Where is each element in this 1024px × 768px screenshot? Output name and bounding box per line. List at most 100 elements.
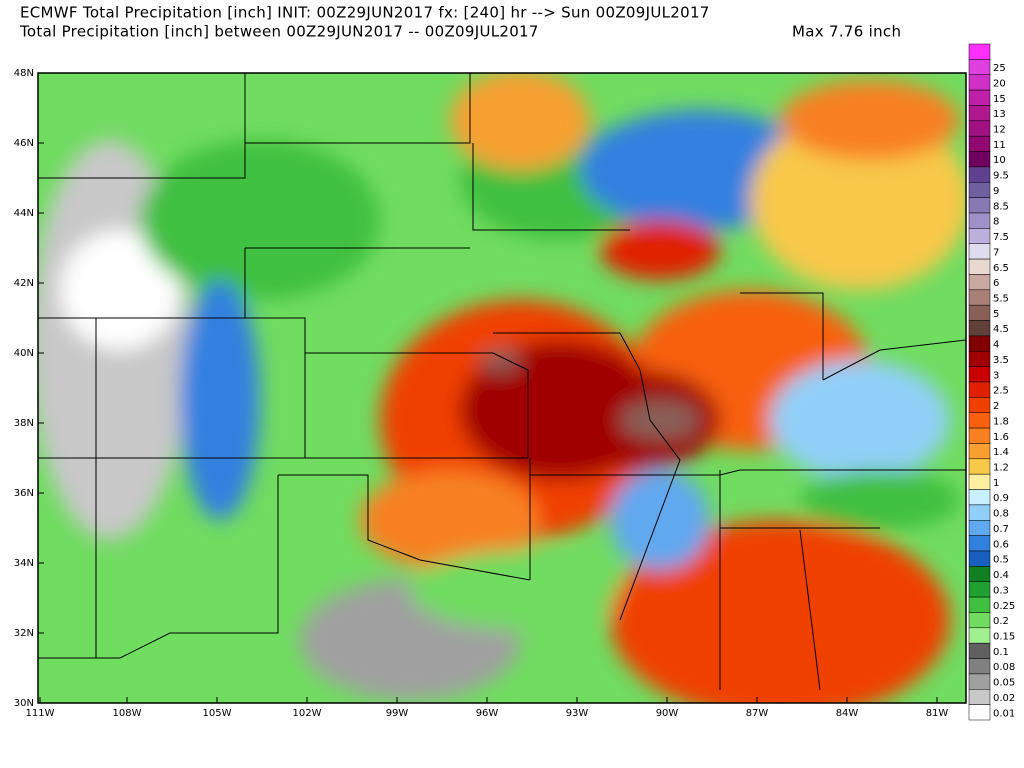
colorbar-swatch [968,212,991,229]
colorbar-swatch [968,489,991,506]
colorbar-label: 7 [993,247,999,258]
colorbar-label: 20 [993,78,1006,89]
colorbar-swatch [968,535,991,552]
lat-label: 42N [14,278,34,289]
colorbar-label: 0.1 [993,647,1009,658]
colorbar-swatch [968,228,991,244]
colorbar-label: 0.25 [993,601,1015,612]
colorbar-label: 0.6 [993,539,1009,550]
colorbar-label: 6.5 [993,263,1009,274]
lat-label: 34N [14,558,34,569]
state-borders [38,73,966,691]
colorbar-label: 5.5 [993,294,1009,305]
lon-label: 108W [113,708,142,719]
colorbar-swatch [968,105,991,122]
colorbar-swatch [968,135,991,152]
lon-label: 96W [476,708,499,719]
lat-label: 38N [14,418,34,429]
lon-label: 93W [566,708,589,719]
colorbar-swatch [968,658,991,675]
colorbar-label: 9 [993,186,999,197]
colorbar-swatch [968,473,991,490]
colorbar-label: 0.02 [993,693,1015,704]
colorbar-swatch [968,120,991,137]
colorbar-swatch [968,381,991,398]
lon-label: 111W [26,708,55,719]
colorbar-swatch [968,673,991,690]
colorbar-swatch [968,320,991,337]
lon-label: 105W [203,708,232,719]
colorbar-label: 25 [993,63,1006,74]
colorbar-swatch [968,258,991,275]
colorbar-label: 0.8 [993,509,1009,520]
colorbar-label: 3.5 [993,355,1009,366]
colorbar-swatch [968,397,991,413]
lon-label: 90W [656,708,679,719]
colorbar-label: 1.4 [993,447,1009,458]
lat-label: 40N [14,348,34,359]
colorbar-label: 5 [993,309,999,320]
colorbar-label: 2.5 [993,386,1009,397]
colorbar-label: 0.4 [993,570,1009,581]
colorbar-label: 0.3 [993,585,1009,596]
colorbar-label: 0.01 [993,708,1015,719]
colorbar-label: 15 [993,94,1006,105]
colorbar-swatch [968,642,991,659]
colorbar-swatch [968,151,991,168]
colorbar-swatch [968,458,991,475]
colorbar-label: 4 [993,340,999,351]
colorbar-swatch [968,74,991,91]
colorbar-swatch [968,166,991,183]
colorbar-swatch [968,612,991,629]
colorbar-label: 4.5 [993,324,1009,335]
lat-label: 46N [14,138,34,149]
colorbar-swatch [968,596,991,613]
colorbar-label: 0.15 [993,632,1015,643]
lon-label: 102W [293,708,322,719]
colorbar-swatch [968,704,991,721]
colorbar-swatch [968,689,991,705]
colorbar-swatch [968,520,991,536]
colorbar-label: 11 [993,140,1006,151]
colorbar-swatch [968,412,991,429]
colorbar-swatch [968,197,991,214]
colorbar-swatch [968,627,991,644]
colorbar-swatch [968,289,991,306]
colorbar-label: 1 [993,478,999,489]
lat-label: 30N [14,698,34,709]
colorbar-label: 0.08 [993,662,1015,673]
colorbar-swatch [968,504,991,521]
colorbar-label: 6 [993,278,999,289]
colorbar-label: 0.9 [993,493,1009,504]
lon-label: 99W [386,708,409,719]
colorbar-label: 13 [993,109,1006,120]
colorbar-label: 0.05 [993,678,1015,689]
colorbar-label: 2 [993,401,999,412]
max-value: Max 7.76 inch [792,23,901,41]
colorbar-swatch [968,59,991,75]
colorbar-swatch [968,274,991,291]
colorbar-swatch [968,351,991,367]
colorbar-label: 8 [993,217,999,228]
lat-label: 48N [14,68,34,79]
colorbar-swatch [968,443,991,460]
colorbar-label: 3 [993,370,999,381]
colorbar-swatch [968,566,991,582]
colorbar-swatch [968,304,991,321]
colorbar-label: 1.8 [993,416,1009,427]
lat-label: 44N [14,208,34,219]
colorbar-label: 0.2 [993,616,1009,627]
colorbar-swatch [968,43,991,60]
map-frame [37,72,967,704]
colorbar-swatch [968,581,991,598]
colorbar-swatch [968,427,991,444]
lat-label: 36N [14,488,34,499]
lon-label: 81W [926,708,949,719]
lat-label: 32N [14,628,34,639]
colorbar-label: 10 [993,155,1006,166]
title-line-1: ECMWF Total Precipitation [inch] INIT: 0… [20,4,710,22]
colorbar-swatch [968,243,991,260]
precip-field [38,73,966,703]
title-line-2: Total Precipitation [inch] between 00Z29… [19,23,539,41]
